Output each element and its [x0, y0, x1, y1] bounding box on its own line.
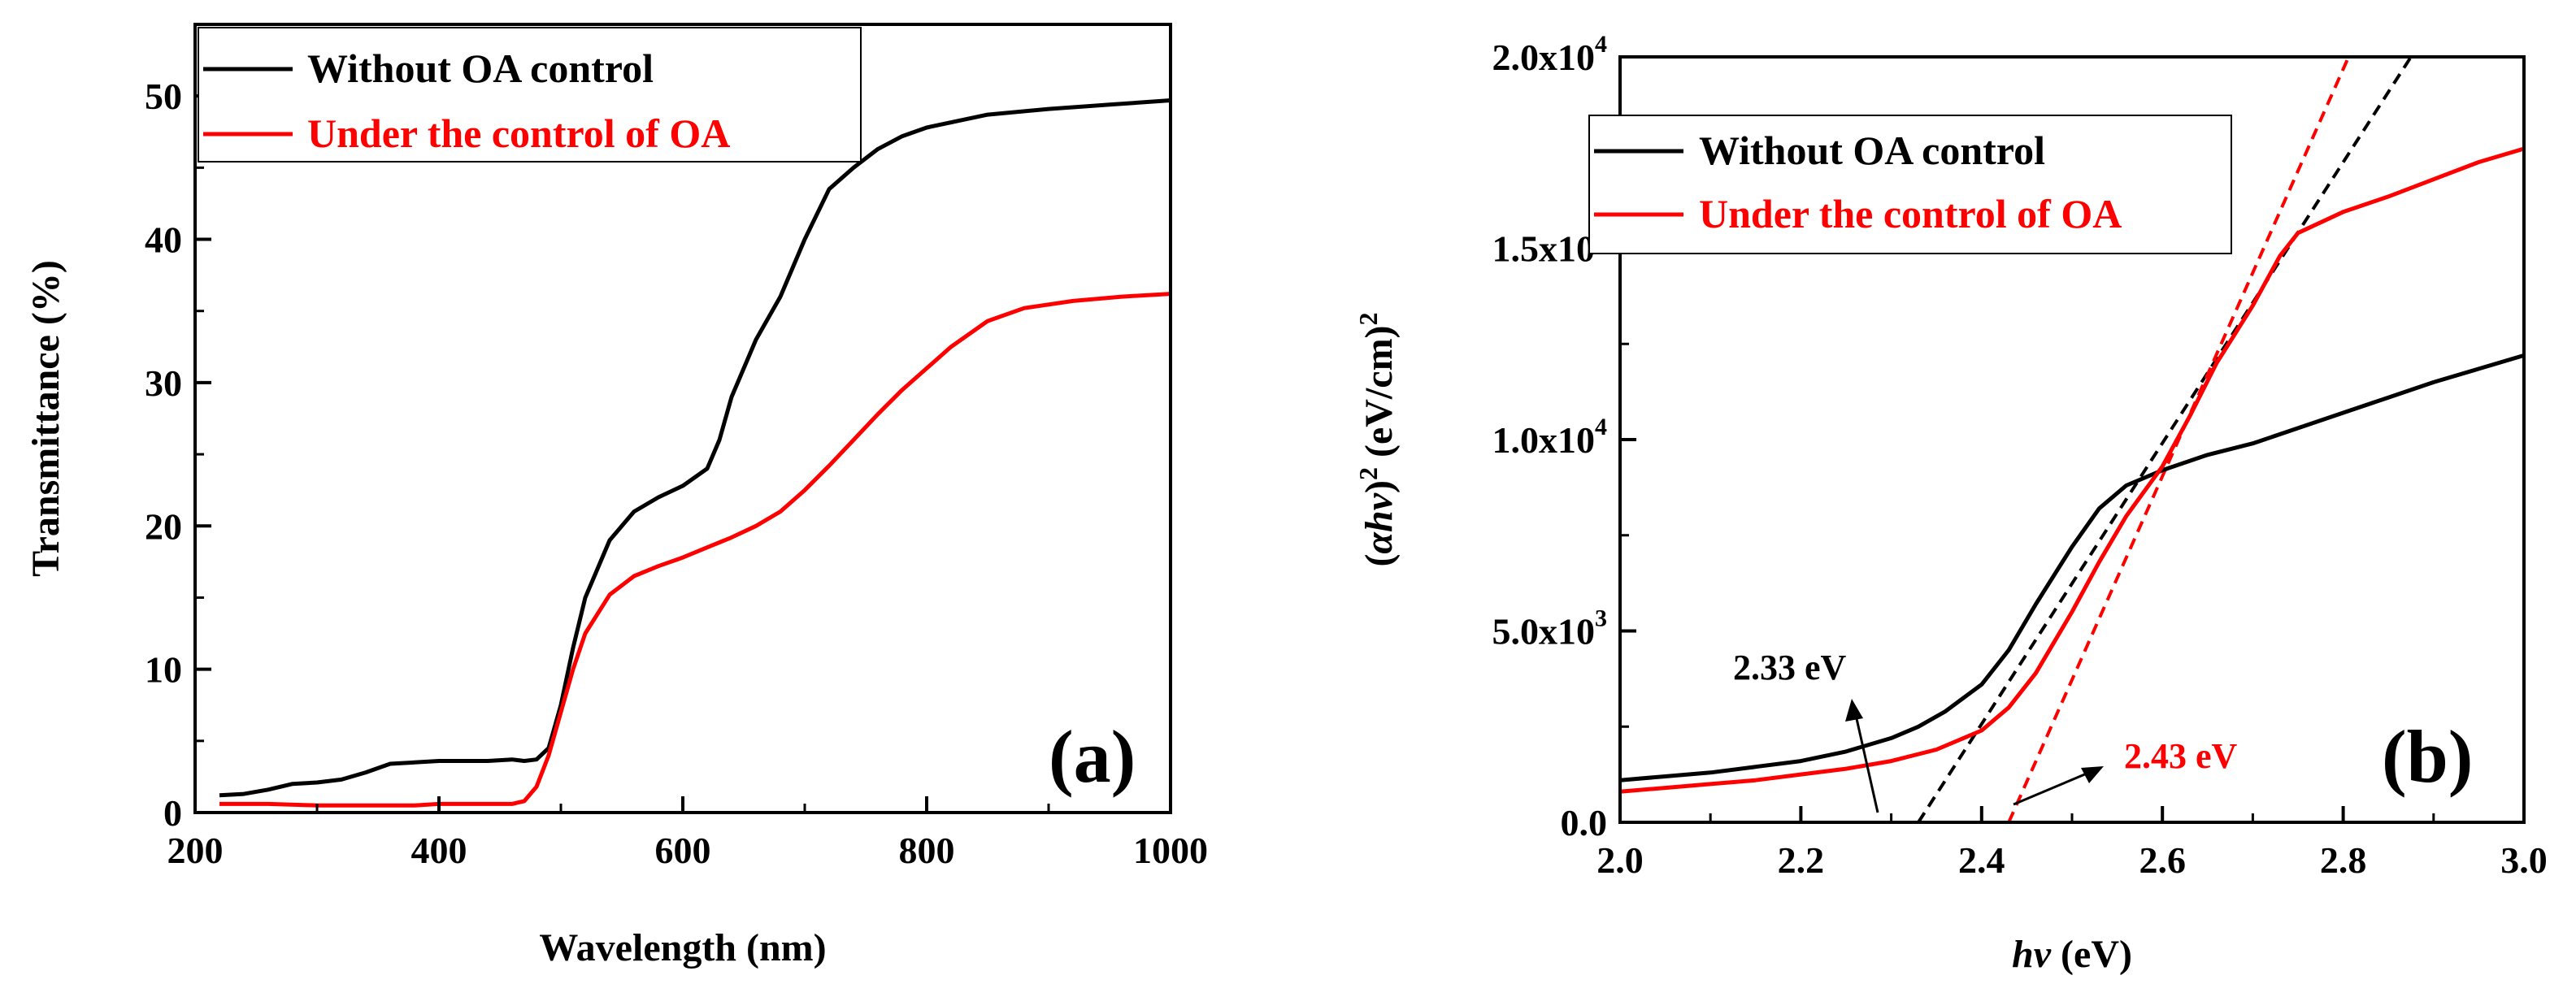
- panel-a-legend-label-0: Without OA control: [307, 46, 654, 91]
- panel-a-legend-box: [198, 27, 862, 163]
- arrow-2-33-ev: [1845, 699, 1879, 813]
- panel-a-series: [219, 98, 1171, 808]
- panel-b-series-line-0: [1619, 353, 2525, 782]
- panel-b: 2.0 2.2 2.4 2.6 2.8 3.0 0.0 5.0x103 1.0x104 1.5x…: [1353, 31, 2548, 976]
- panel-a-y-tick-label: 30: [145, 362, 182, 404]
- panel-b-y-tick-label: 0.0: [1561, 802, 1608, 843]
- panel-a-y-tick-label: 20: [145, 505, 182, 547]
- panel-b-y-tick-label: 1.5x104: [1492, 223, 1608, 270]
- panel-b-legend-label-1: Under the control of OA: [1699, 191, 2122, 236]
- panel-b-y-tick-label: 5.0x103: [1492, 605, 1608, 652]
- panel-a-x-axis-label: Wavelength (nm): [539, 926, 826, 969]
- panel-b-fit-line-0: [1917, 55, 2413, 824]
- panel-a-label: (a): [1049, 715, 1136, 798]
- panel-b-x-tick-label: 2.8: [2320, 839, 2367, 881]
- panel-b-series: [1619, 146, 2525, 794]
- panel-a-x-tick-label: 800: [899, 830, 955, 871]
- panel-b-y-axis-label: (αhv)2 (eV/cm)2: [1353, 312, 1401, 566]
- panel-b-x-tick-label: 2.2: [1778, 839, 1825, 881]
- panel-b-legend-box: [1588, 115, 2232, 254]
- panel-b-legend: Without OA control Under the control of …: [1588, 115, 2232, 254]
- panel-b-x-tick-label: 2.0: [1596, 839, 1644, 881]
- panel-b-x-tick-label: 3.0: [2500, 839, 2548, 881]
- panel-b-x-axis-label: hv (eV): [2012, 933, 2132, 976]
- panel-a-legend: Without OA control Under the control of …: [198, 27, 862, 163]
- panel-a-x-tick-label: 200: [167, 830, 224, 871]
- panel-a-y-axis-label: Transmittance (%): [24, 260, 67, 577]
- panel-b-x-ticks: 2.0 2.2 2.4 2.6 2.8 3.0: [1596, 806, 2548, 881]
- panel-b-label: (b): [2382, 715, 2473, 798]
- annotation-2-33-ev: 2.33 eV: [1733, 648, 1847, 687]
- panel-b-series-line-1: [1619, 146, 2525, 794]
- panel-a-y-tick-label: 10: [145, 649, 182, 691]
- panel-a-y-tick-label: 50: [145, 76, 182, 117]
- panel-a-x-ticks: 200 400 600 800 1000: [167, 796, 1208, 871]
- panel-b-y-ticks: 0.0 5.0x103 1.0x104 1.5x104 2.0x104: [1492, 31, 1636, 843]
- panel-a-series-line-1: [219, 292, 1171, 808]
- panel-a-y-tick-label: 0: [163, 792, 182, 834]
- panel-a-x-tick-label: 1000: [1133, 830, 1208, 871]
- panel-a-y-ticks: 0 10 20 30 40 50: [145, 23, 211, 834]
- panel-a-series-line-0: [219, 98, 1171, 798]
- panel-a: 200 400 600 800 1000 0 10 20 30 40 50 Wavelength …: [24, 23, 1208, 969]
- panel-a-x-tick-label: 600: [655, 830, 711, 871]
- panel-b-y-tick-label: 2.0x104: [1492, 31, 1608, 78]
- panel-b-x-tick-label: 2.6: [2139, 839, 2186, 881]
- panel-a-x-tick-label: 400: [411, 830, 467, 871]
- panel-b-x-tick-label: 2.4: [1958, 839, 2005, 881]
- panel-a-y-tick-label: 40: [145, 219, 182, 261]
- annotation-2-43-ev: 2.43 eV: [2124, 736, 2238, 776]
- panel-b-legend-label-0: Without OA control: [1699, 128, 2045, 173]
- panel-b-y-tick-label: 1.0x104: [1492, 414, 1608, 461]
- arrow-2-43-ev: [2013, 766, 2104, 806]
- panel-a-legend-label-1: Under the control of OA: [307, 111, 730, 156]
